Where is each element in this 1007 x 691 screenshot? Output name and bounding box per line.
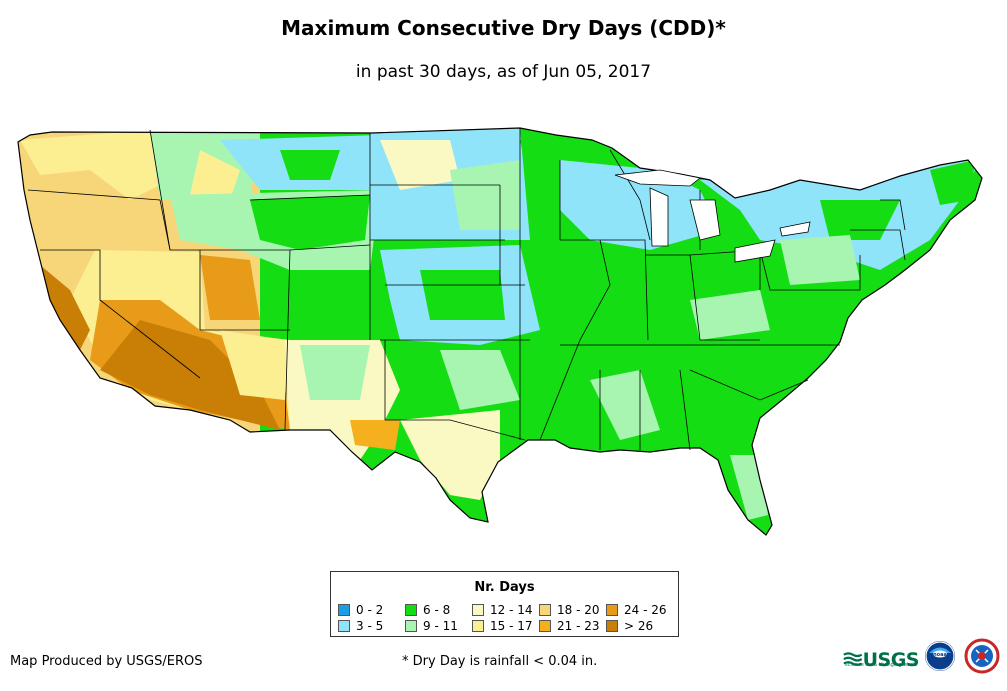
legend-label: 21 - 23 <box>557 619 600 633</box>
legend-swatch <box>539 604 551 616</box>
legend-label: 0 - 2 <box>356 603 384 617</box>
legend-swatch <box>338 604 350 616</box>
legend-label: 24 - 26 <box>624 603 667 617</box>
usgs-wave-icon <box>843 652 863 667</box>
legend-swatch <box>338 620 350 632</box>
legend-grid: 0 - 2 3 - 5 6 - 8 9 - 11 12 - 14 15 - 17 18 - … <box>338 602 674 634</box>
legend-label: 18 - 20 <box>557 603 600 617</box>
noaa-logo: noaa <box>925 641 955 671</box>
legend-title: Nr. Days <box>474 580 535 595</box>
legend-label: > 26 <box>624 619 654 633</box>
map-subtitle: in past 30 days, as of Jun 05, 2017 <box>355 62 652 82</box>
legend-item: 24 - 26 <box>606 602 673 618</box>
dry-day-footnote: * Dry Day is rainfall < 0.04 in. <box>402 654 598 669</box>
usgs-logo: USGS science for a changing world <box>843 640 920 671</box>
legend-item: > 26 <box>606 618 673 634</box>
map-title: Maximum Consecutive Dry Days (CDD)* <box>281 16 726 40</box>
legend-item: 18 - 20 <box>539 602 606 618</box>
legend-swatch <box>606 604 618 616</box>
usgs-logo-text: USGS <box>862 649 920 671</box>
legend-label: 6 - 8 <box>423 603 451 617</box>
legend-item: 6 - 8 <box>405 602 472 618</box>
legend-item: 12 - 14 <box>472 602 539 618</box>
us-outline <box>17 127 983 536</box>
great-lakes <box>614 169 811 263</box>
legend-swatch <box>472 604 484 616</box>
legend-label: 9 - 11 <box>423 619 458 633</box>
legend-item: 21 - 23 <box>539 618 606 634</box>
legend-swatch <box>405 604 417 616</box>
legend-box: Nr. Days 0 - 2 3 - 5 6 - 8 9 - 11 12 - 14 15 … <box>330 571 679 637</box>
producer-credit: Map Produced by USGS/EROS <box>10 654 203 669</box>
legend-label: 15 - 17 <box>490 619 533 633</box>
legend-item: 3 - 5 <box>338 618 405 634</box>
noaa-logo-text: noaa <box>933 652 947 658</box>
legend-item: 9 - 11 <box>405 618 472 634</box>
legend-swatch <box>539 620 551 632</box>
legend-swatch <box>405 620 417 632</box>
legend-label: 12 - 14 <box>490 603 533 617</box>
legend-item: 15 - 17 <box>472 618 539 634</box>
legend-label: 3 - 5 <box>356 619 384 633</box>
nws-logo <box>964 638 1000 674</box>
map-fill <box>18 128 982 535</box>
legend-swatch <box>472 620 484 632</box>
legend-swatch <box>606 620 618 632</box>
usgs-tagline: science for a changing world <box>845 662 917 668</box>
legend-item: 0 - 2 <box>338 602 405 618</box>
state-boundaries <box>27 128 906 451</box>
